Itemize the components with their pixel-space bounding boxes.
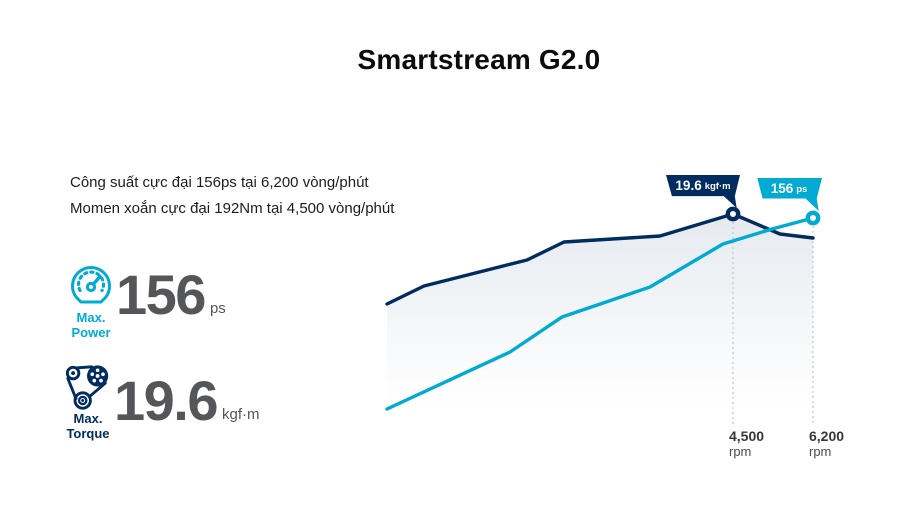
max-torque-caption: Max. Torque bbox=[66, 411, 110, 441]
max-torque-value-row: 19.6 kgf·m bbox=[114, 369, 260, 432]
max-torque-unit: kgf·m bbox=[222, 405, 260, 423]
max-torque-value: 19.6 bbox=[114, 369, 219, 432]
max-power-value-row: 156 ps bbox=[116, 263, 226, 326]
max-power-value: 156 bbox=[116, 263, 206, 326]
power-peak-marker bbox=[805, 210, 821, 226]
power-peak-badge-value: 156 bbox=[770, 181, 794, 196]
x-tick-4500rpm: 4,500 rpm bbox=[729, 428, 765, 459]
power-peak-badge-unit: ps bbox=[796, 184, 808, 195]
gauge-icon bbox=[71, 266, 111, 304]
power-line bbox=[385, 216, 815, 411]
max-power-unit: ps bbox=[209, 299, 226, 317]
spec-text-block: Công suất cực đại 156ps tại 6,200 vòng/p… bbox=[70, 170, 394, 222]
torque-peak-badge-value: 19.6 bbox=[675, 178, 702, 193]
spec-line-torque: Momen xoắn cực đại 192Nm tại 4,500 vòng/… bbox=[70, 200, 395, 217]
x-tick-6200rpm: 6,200 rpm bbox=[809, 428, 845, 459]
torque-peak-marker bbox=[725, 206, 741, 222]
torque-area-fill bbox=[387, 214, 813, 413]
torque-peak-badge-unit: kgf·m bbox=[704, 181, 731, 192]
max-power-caption: Max. Power bbox=[71, 310, 111, 340]
belt-pulley-icon bbox=[65, 365, 109, 410]
page-title: Smartstream G2.0 bbox=[357, 44, 601, 75]
spec-line-power: Công suất cực đại 156ps tại 6,200 vòng/p… bbox=[70, 174, 369, 191]
